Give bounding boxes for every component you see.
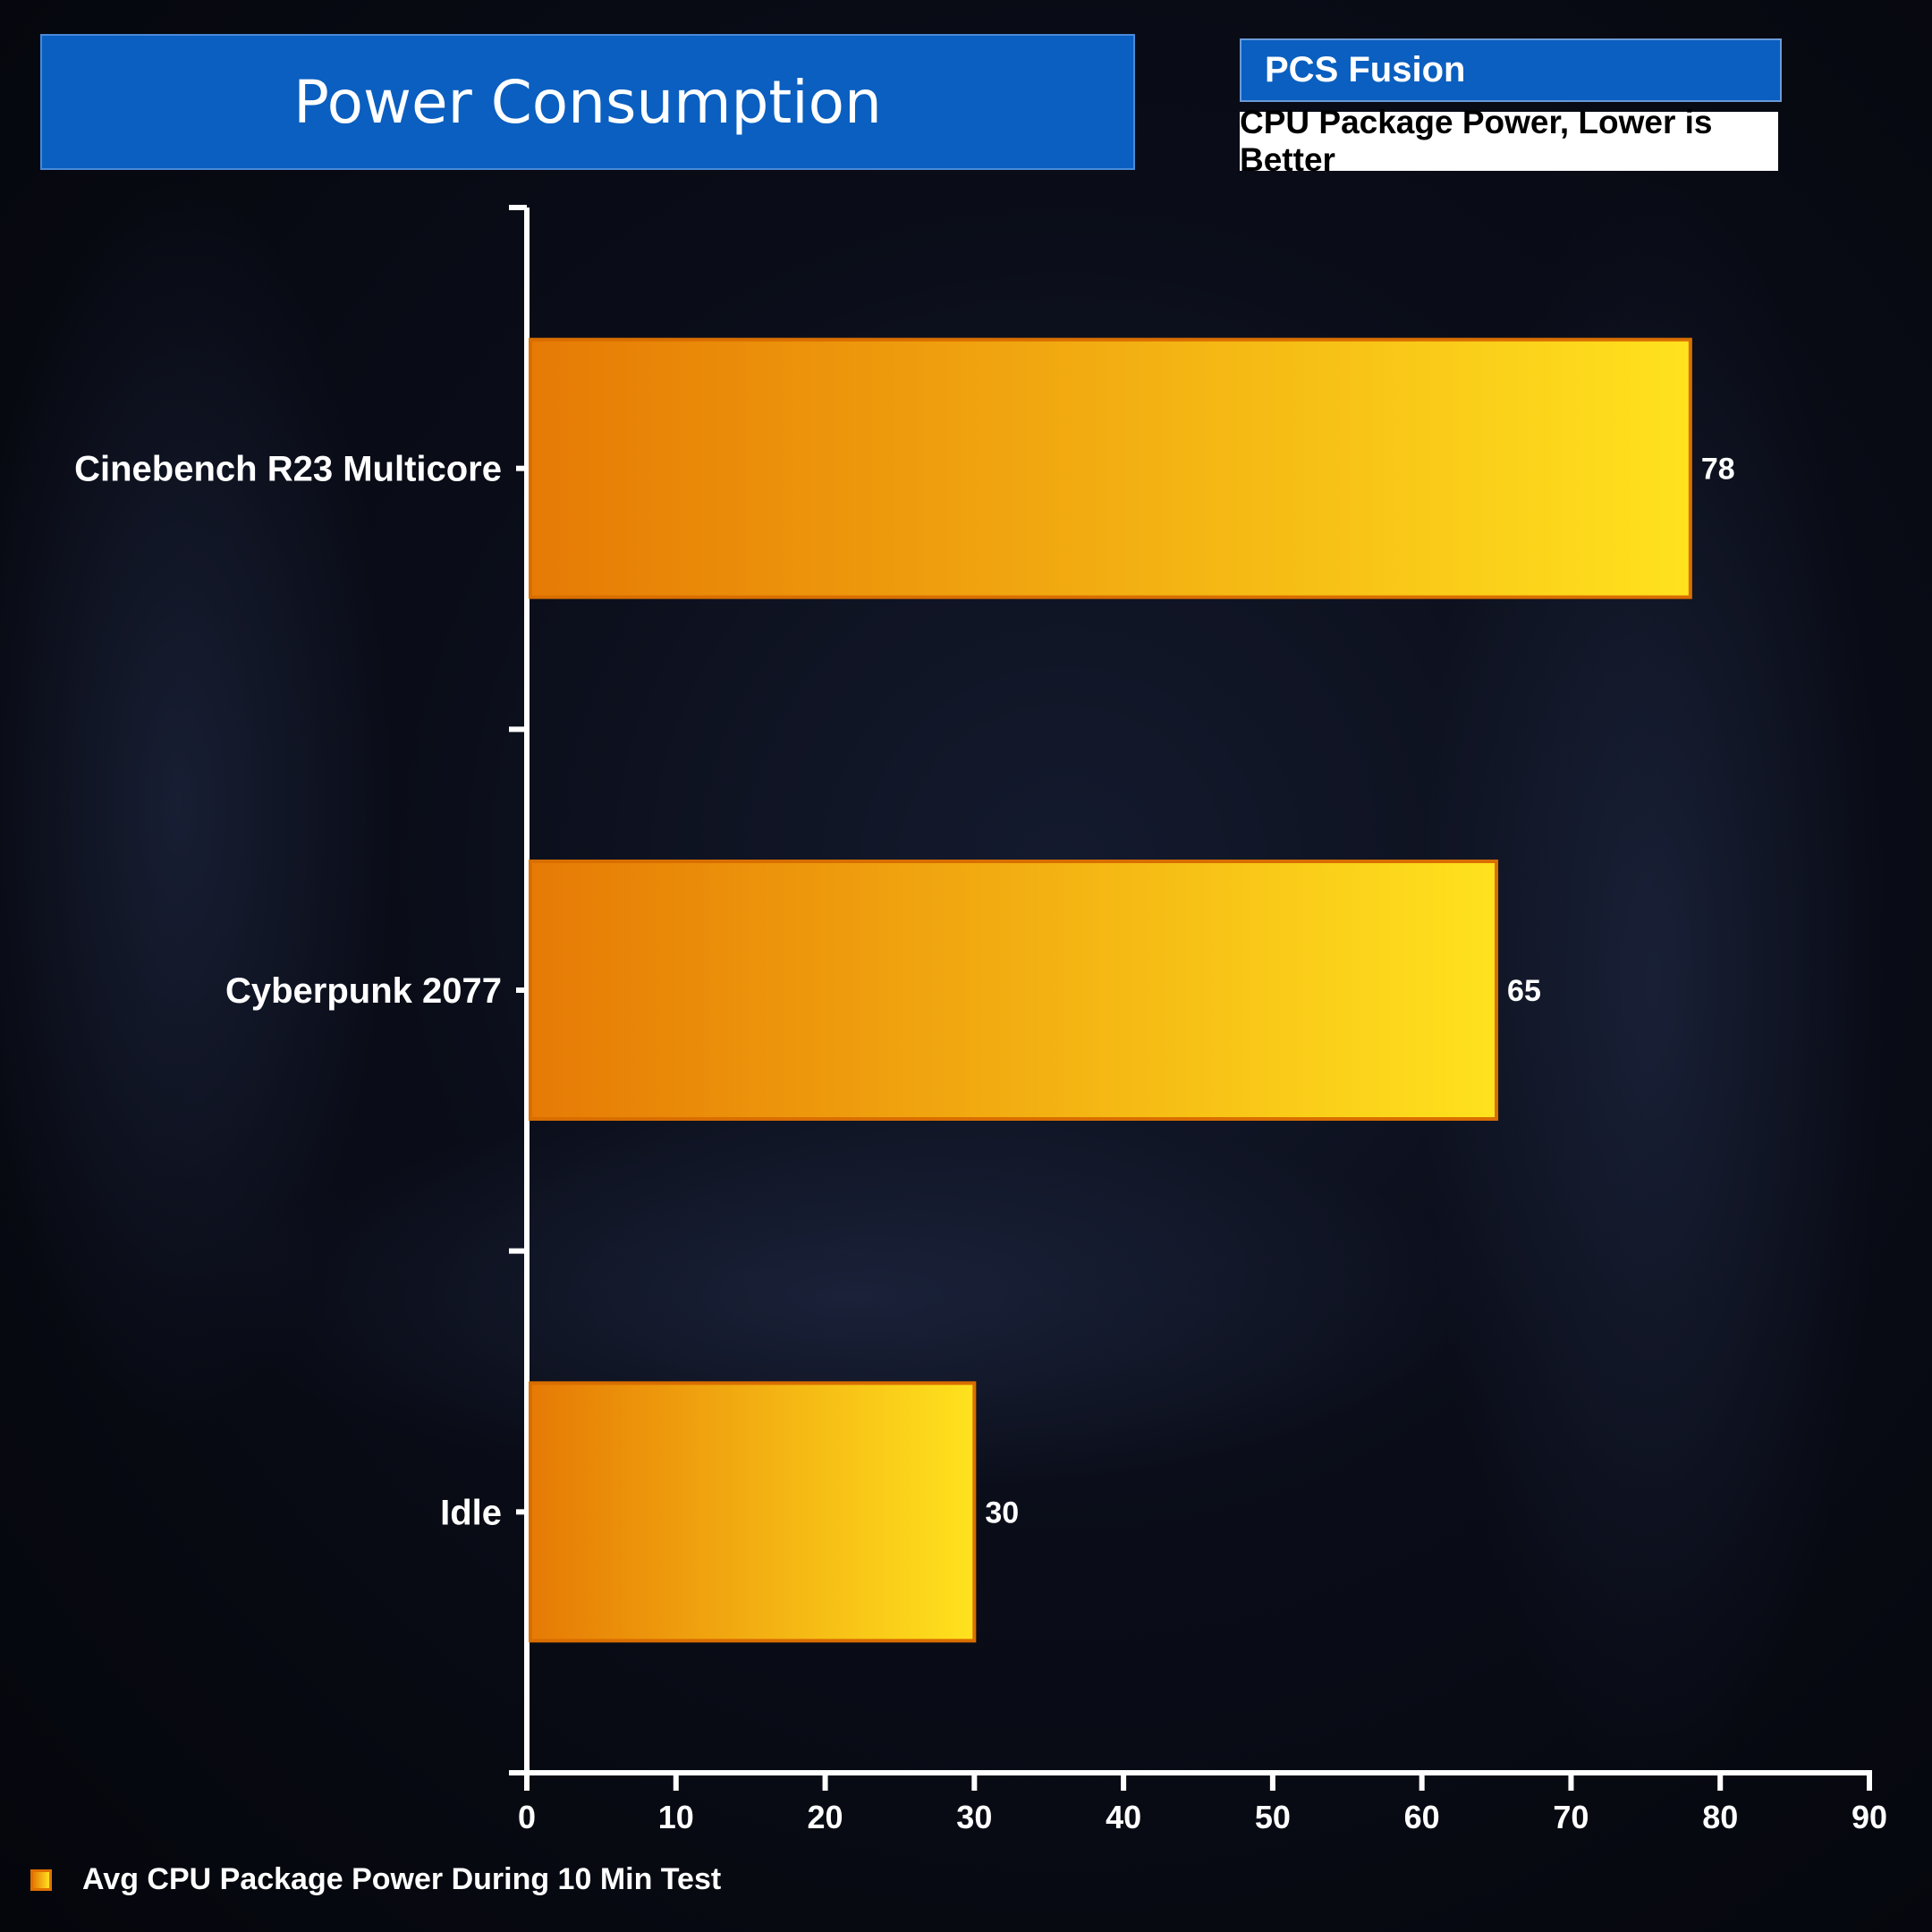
legend: Avg CPU Package Power During 10 Min Test <box>30 1862 721 1897</box>
chart-title-box: Power Consumption <box>40 34 1135 170</box>
system-name-box: PCS Fusion <box>1240 38 1782 102</box>
x-tick-label: 10 <box>658 1799 694 1835</box>
x-tick-label: 20 <box>808 1799 843 1835</box>
x-tick-label: 50 <box>1255 1799 1291 1835</box>
chart-title: Power Consumption <box>293 67 882 137</box>
x-tick-label: 40 <box>1106 1799 1141 1835</box>
chart-subtitle-box: CPU Package Power, Lower is Better <box>1240 104 1778 178</box>
category-label: Idle <box>440 1493 502 1532</box>
x-tick-label: 60 <box>1404 1799 1440 1835</box>
bar-value-label: 78 <box>1701 453 1735 487</box>
bar <box>529 1381 977 1643</box>
system-name: PCS Fusion <box>1265 50 1466 89</box>
bar <box>529 860 1499 1121</box>
x-tick-label: 0 <box>518 1799 536 1835</box>
category-label: Cyberpunk 2077 <box>225 971 502 1011</box>
bar-value-label: 65 <box>1507 974 1541 1008</box>
legend-swatch <box>30 1868 52 1891</box>
x-tick-label: 70 <box>1553 1799 1589 1835</box>
category-label: Cinebench R23 Multicore <box>74 450 502 489</box>
bar <box>529 337 1692 599</box>
bar-value-label: 30 <box>985 1496 1019 1530</box>
legend-label: Avg CPU Package Power During 10 Min Test <box>82 1862 722 1896</box>
chart-subtitle: CPU Package Power, Lower is Better <box>1240 104 1713 178</box>
x-tick-label: 90 <box>1852 1799 1887 1835</box>
x-tick-label: 30 <box>956 1799 992 1835</box>
x-tick-label: 80 <box>1702 1799 1738 1835</box>
